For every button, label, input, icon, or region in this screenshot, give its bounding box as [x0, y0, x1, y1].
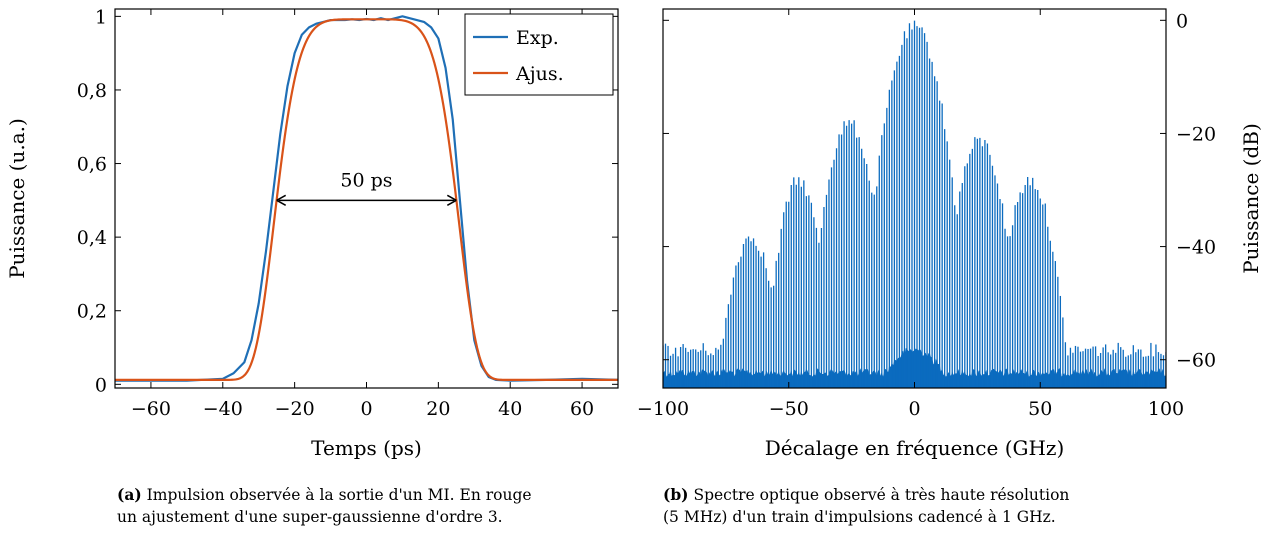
x-tick-label-b: 0 — [908, 398, 920, 420]
caption-b-line-1: (b) Spectre optique observé à très haute… — [663, 484, 1223, 506]
caption-a-text-1: Impulsion observée à la sortie d'un MI. … — [146, 486, 532, 504]
x-tick-label-a: 0 — [360, 398, 372, 420]
x-tick-label-b: 50 — [1028, 398, 1052, 420]
x-axis-label-a: Temps (ps) — [311, 436, 422, 460]
fwhm-annotation: 50 ps — [340, 169, 392, 191]
caption-b-line-2: (5 MHz) d'un train d'impulsions cadencé … — [663, 508, 1056, 526]
x-tick-label-b: 100 — [1148, 398, 1184, 420]
y-tick-label-a: 0,4 — [77, 227, 107, 249]
y-tick-label-b: −40 — [1176, 237, 1216, 259]
plot-area-a — [115, 15, 618, 382]
x-tick-label-b: −50 — [769, 398, 809, 420]
x-axis-label-b: Décalage en fréquence (GHz) — [765, 436, 1065, 460]
caption-a-tag: (a) — [117, 485, 142, 504]
chart-a: −60 −40 −20 0 20 40 60 0 0,2 0,4 0,6 0,8 1 Temps (ps)… — [5, 6, 619, 460]
caption-b-text-1: Spectre optique observé à très haute rés… — [693, 486, 1070, 504]
spectral-lines — [663, 20, 1166, 388]
caption-a: (a) Impulsion observée à la sortie d'un … — [117, 484, 637, 528]
y-tick-label-a: 0,8 — [77, 80, 107, 102]
y-tick-label-b: −20 — [1176, 123, 1216, 145]
y-tick-label-b: 0 — [1176, 10, 1188, 32]
legend-a: Exp. Ajus. — [464, 13, 614, 96]
fwhm-arrow-head-right — [446, 194, 457, 206]
legend-label-exp: Exp. — [516, 27, 559, 49]
x-tick-label-a: −40 — [203, 398, 243, 420]
plot-area-b — [663, 20, 1166, 388]
y-tick-label-a: 1 — [95, 6, 107, 28]
caption-b: (b) Spectre optique observé à très haute… — [663, 484, 1223, 528]
y-axis-label-a: Puissance (u.a.) — [5, 118, 29, 279]
x-tick-label-a: −60 — [131, 398, 171, 420]
x-tick-label-a: −20 — [275, 398, 315, 420]
series-fit-line — [115, 18, 618, 381]
y-tick-label-a: 0,6 — [77, 154, 107, 176]
plot-frame-b — [662, 8, 1167, 389]
plot-frame-a — [114, 8, 619, 389]
x-tick-label-b: −100 — [637, 398, 689, 420]
y-tick-label-b: −60 — [1176, 350, 1216, 372]
y-tick-label-a: 0,2 — [77, 301, 107, 323]
caption-a-line-2: un ajustement d'une super-gaussienne d'o… — [117, 508, 503, 526]
y-axis-label-b: Puissance (dB) — [1239, 123, 1263, 274]
x-tick-label-a: 60 — [570, 398, 594, 420]
caption-a-line-1: (a) Impulsion observée à la sortie d'un … — [117, 484, 637, 506]
x-tick-label-a: 40 — [498, 398, 522, 420]
caption-b-tag: (b) — [663, 485, 689, 504]
y-tick-label-a: 0 — [95, 374, 107, 396]
legend-box — [464, 13, 614, 96]
x-tick-label-a: 20 — [426, 398, 450, 420]
fwhm-arrow-head-left — [276, 194, 287, 206]
chart-b: −100 −50 0 50 100 0 −20 −40 −60 Décalage en fréqu… — [637, 8, 1263, 460]
legend-label-fit: Ajus. — [515, 63, 564, 85]
